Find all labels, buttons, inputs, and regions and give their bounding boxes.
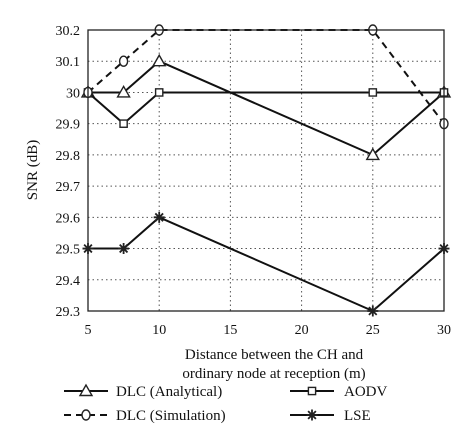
legend-marker <box>78 383 94 397</box>
series-dlc-analytical <box>80 53 452 161</box>
y-axis-title: SNR (dB) <box>25 140 41 200</box>
y-tick-label: 29.8 <box>56 149 81 164</box>
x-axis-title: Distance between the CH and ordinary node… <box>182 347 365 382</box>
legend-entry-dlc-simulation: DLC (Simulation) <box>64 408 226 424</box>
series-layer <box>80 24 452 317</box>
x-tick-label: 15 <box>223 323 237 338</box>
legend-label: DLC (Simulation) <box>116 408 226 424</box>
tick-labels: 5 10 15 20 25 30 29.3 29.4 29.5 29.6 29.7 29.8 29.9 3… <box>56 24 452 338</box>
data-point <box>119 119 128 128</box>
legend-marker <box>307 386 317 396</box>
data-point <box>154 88 164 97</box>
x-tick-label: 25 <box>366 323 380 338</box>
series-dlc-simulation <box>83 24 449 130</box>
y-tick-label: 29.3 <box>56 305 81 320</box>
y-tick-label: 29.5 <box>56 243 81 258</box>
legend-marker <box>306 409 318 421</box>
legend: DLC (Analytical) AODV DLC (Simulation) LSE <box>64 383 387 424</box>
x-tick-label: 10 <box>152 323 166 338</box>
x-tick-label: 5 <box>85 323 92 338</box>
legend-entry-dlc-analytical: DLC (Analytical) <box>64 383 222 400</box>
series-line <box>88 216 445 313</box>
data-point <box>365 147 381 161</box>
legend-label: DLC (Analytical) <box>116 384 222 400</box>
y-tick-label: 29.4 <box>56 274 81 289</box>
y-tick-label: 30 <box>66 86 80 101</box>
x-tick-label: 20 <box>295 323 309 338</box>
legend-marker <box>81 409 91 421</box>
data-point <box>368 88 378 97</box>
data-point <box>116 85 131 98</box>
legend-entry-aodv: AODV <box>290 384 387 400</box>
x-tick-label: 30 <box>437 323 451 338</box>
grid <box>88 30 444 311</box>
data-point <box>118 55 129 67</box>
y-tick-label: 29.7 <box>56 180 81 195</box>
data-point <box>153 211 165 223</box>
legend-entry-lse: LSE <box>290 408 371 424</box>
y-tick-label: 30.2 <box>56 24 81 39</box>
data-point <box>151 53 167 67</box>
plot-frame <box>87 29 445 312</box>
legend-label: LSE <box>344 408 371 424</box>
series-lse <box>82 211 450 317</box>
legend-label: AODV <box>344 384 387 400</box>
y-tick-label: 30.1 <box>56 55 81 70</box>
y-tick-label: 29.6 <box>56 211 81 226</box>
y-tick-label: 29.9 <box>56 118 81 133</box>
data-point <box>118 243 130 255</box>
